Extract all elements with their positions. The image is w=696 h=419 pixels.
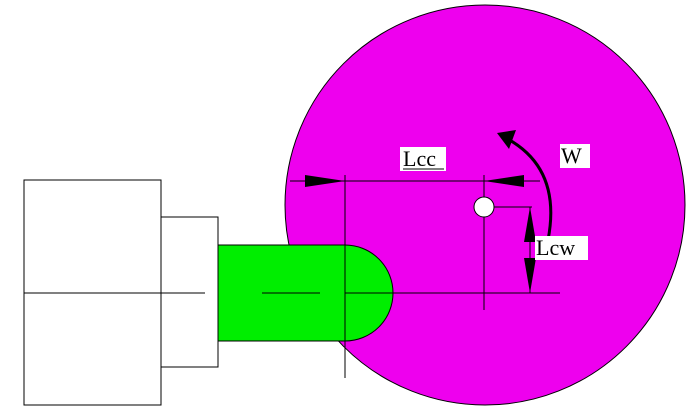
lcc-arrow-left: [305, 175, 345, 187]
rotation-arrow-head: [497, 130, 516, 149]
pin-hole: [473, 196, 495, 218]
shaft-collar: [160, 216, 219, 368]
lcw-arrow-bottom: [524, 258, 536, 293]
lcw-arrow-top: [524, 207, 536, 242]
lcw-label-bg: [535, 236, 588, 260]
lcc-label-group: Lcc: [400, 146, 446, 171]
rotation-arrow: [505, 136, 553, 241]
lcc-arrow-right: [484, 175, 524, 187]
lcw-label: Lcw: [536, 235, 575, 260]
w-label-group: W: [560, 143, 590, 168]
lcc-label-bg: [400, 147, 446, 171]
lcc-label: Lcc: [403, 146, 436, 171]
w-label-bg: [560, 144, 590, 168]
w-label: W: [561, 143, 582, 168]
lcw-label-group: Lcw: [535, 235, 588, 260]
